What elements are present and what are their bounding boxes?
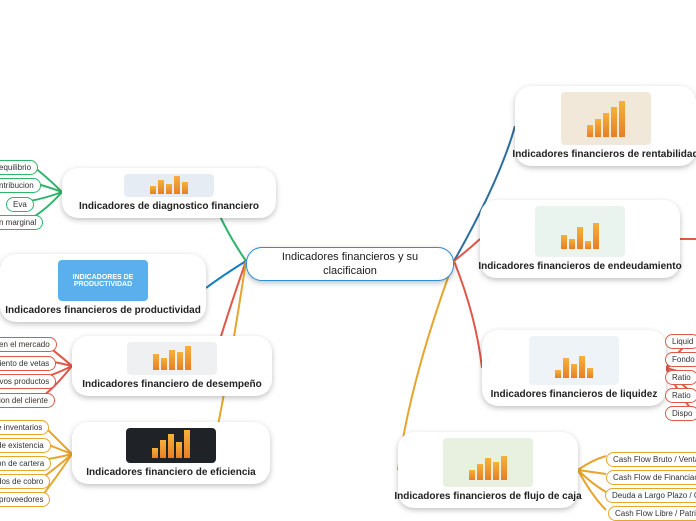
branch-desempeno[interactable]: Indicadores financiero de desempeño	[72, 336, 272, 396]
branch-image-desempeno	[127, 342, 217, 375]
leaf-12[interactable]: proveedores	[0, 492, 50, 507]
leaf-15[interactable]: Ratio	[665, 370, 696, 385]
branch-image-eficiencia	[126, 428, 216, 463]
branch-image-rentabilidad	[561, 92, 651, 145]
branch-productividad[interactable]: INDICADORES DE PRODUCTIVIDAD Indicadores …	[0, 254, 206, 322]
leaf-4[interactable]: en el mercado	[0, 337, 57, 352]
branch-title-flujo: Indicadores financieros de flujo de caja	[394, 491, 581, 502]
leaf-0[interactable]: equilibrio	[0, 160, 38, 175]
leaf-11[interactable]: dos de cobro	[0, 474, 50, 489]
branch-image-endeudamiento	[535, 206, 625, 257]
branch-eficiencia[interactable]: Indicadores financiero de eficiencia	[72, 422, 270, 484]
leaf-7[interactable]: cion del cliente	[0, 393, 55, 408]
leaf-17[interactable]: Dispo	[665, 406, 696, 421]
leaf-20[interactable]: Deuda a Largo Plazo / Cash F	[605, 488, 696, 503]
branch-rentabilidad[interactable]: Indicadores financieros de rentabilidad	[515, 86, 696, 166]
branch-diagnostico[interactable]: Indicadores de diagnostico financiero	[62, 168, 276, 218]
branch-image-productividad: INDICADORES DE PRODUCTIVIDAD	[58, 260, 148, 301]
branch-flujo[interactable]: Indicadores financieros de flujo de caja	[398, 432, 578, 508]
leaf-1[interactable]: ntribucion	[0, 178, 41, 193]
leaf-14[interactable]: Fondo	[665, 352, 696, 367]
branch-title-eficiencia: Indicadores financiero de eficiencia	[86, 467, 256, 478]
leaf-10[interactable]: on de cartera	[0, 456, 51, 471]
branch-endeudamiento[interactable]: Indicadores financieros de endeudamiento	[480, 200, 680, 278]
leaf-21[interactable]: Cash Flow Libre / Patrimonio	[608, 506, 696, 521]
branch-title-liquidez: Indicadores financieros de liquidez	[491, 389, 658, 400]
leaf-13[interactable]: Liquid	[665, 334, 696, 349]
leaf-5[interactable]: niento de vetas	[0, 356, 56, 371]
leaf-19[interactable]: Cash Flow de Financiación /	[606, 470, 696, 485]
branch-title-desempeno: Indicadores financiero de desempeño	[82, 379, 262, 390]
leaf-6[interactable]: evos productos	[0, 374, 56, 389]
branch-title-endeudamiento: Indicadores financieros de endeudamiento	[478, 261, 681, 272]
branch-image-diagnostico	[124, 174, 214, 197]
branch-liquidez[interactable]: Indicadores financieros de liquidez	[482, 330, 666, 406]
center-node[interactable]: Indicadores financieros y su clacificaio…	[246, 247, 454, 281]
branch-title-productividad: Indicadores financieros de productividad	[5, 305, 201, 316]
branch-image-liquidez	[529, 336, 619, 385]
leaf-18[interactable]: Cash Flow Bruto / Ventas y C	[606, 452, 696, 467]
branch-image-flujo	[443, 438, 533, 487]
leaf-3[interactable]: n marginal	[0, 215, 43, 230]
leaf-16[interactable]: Ratio	[665, 388, 696, 403]
leaf-2[interactable]: Eva	[6, 197, 34, 212]
leaf-8[interactable]: e inventarios	[0, 420, 49, 435]
branch-title-rentabilidad: Indicadores financieros de rentabilidad	[512, 149, 696, 160]
leaf-9[interactable]: de existencia	[0, 438, 51, 453]
branch-title-diagnostico: Indicadores de diagnostico financiero	[79, 201, 259, 212]
